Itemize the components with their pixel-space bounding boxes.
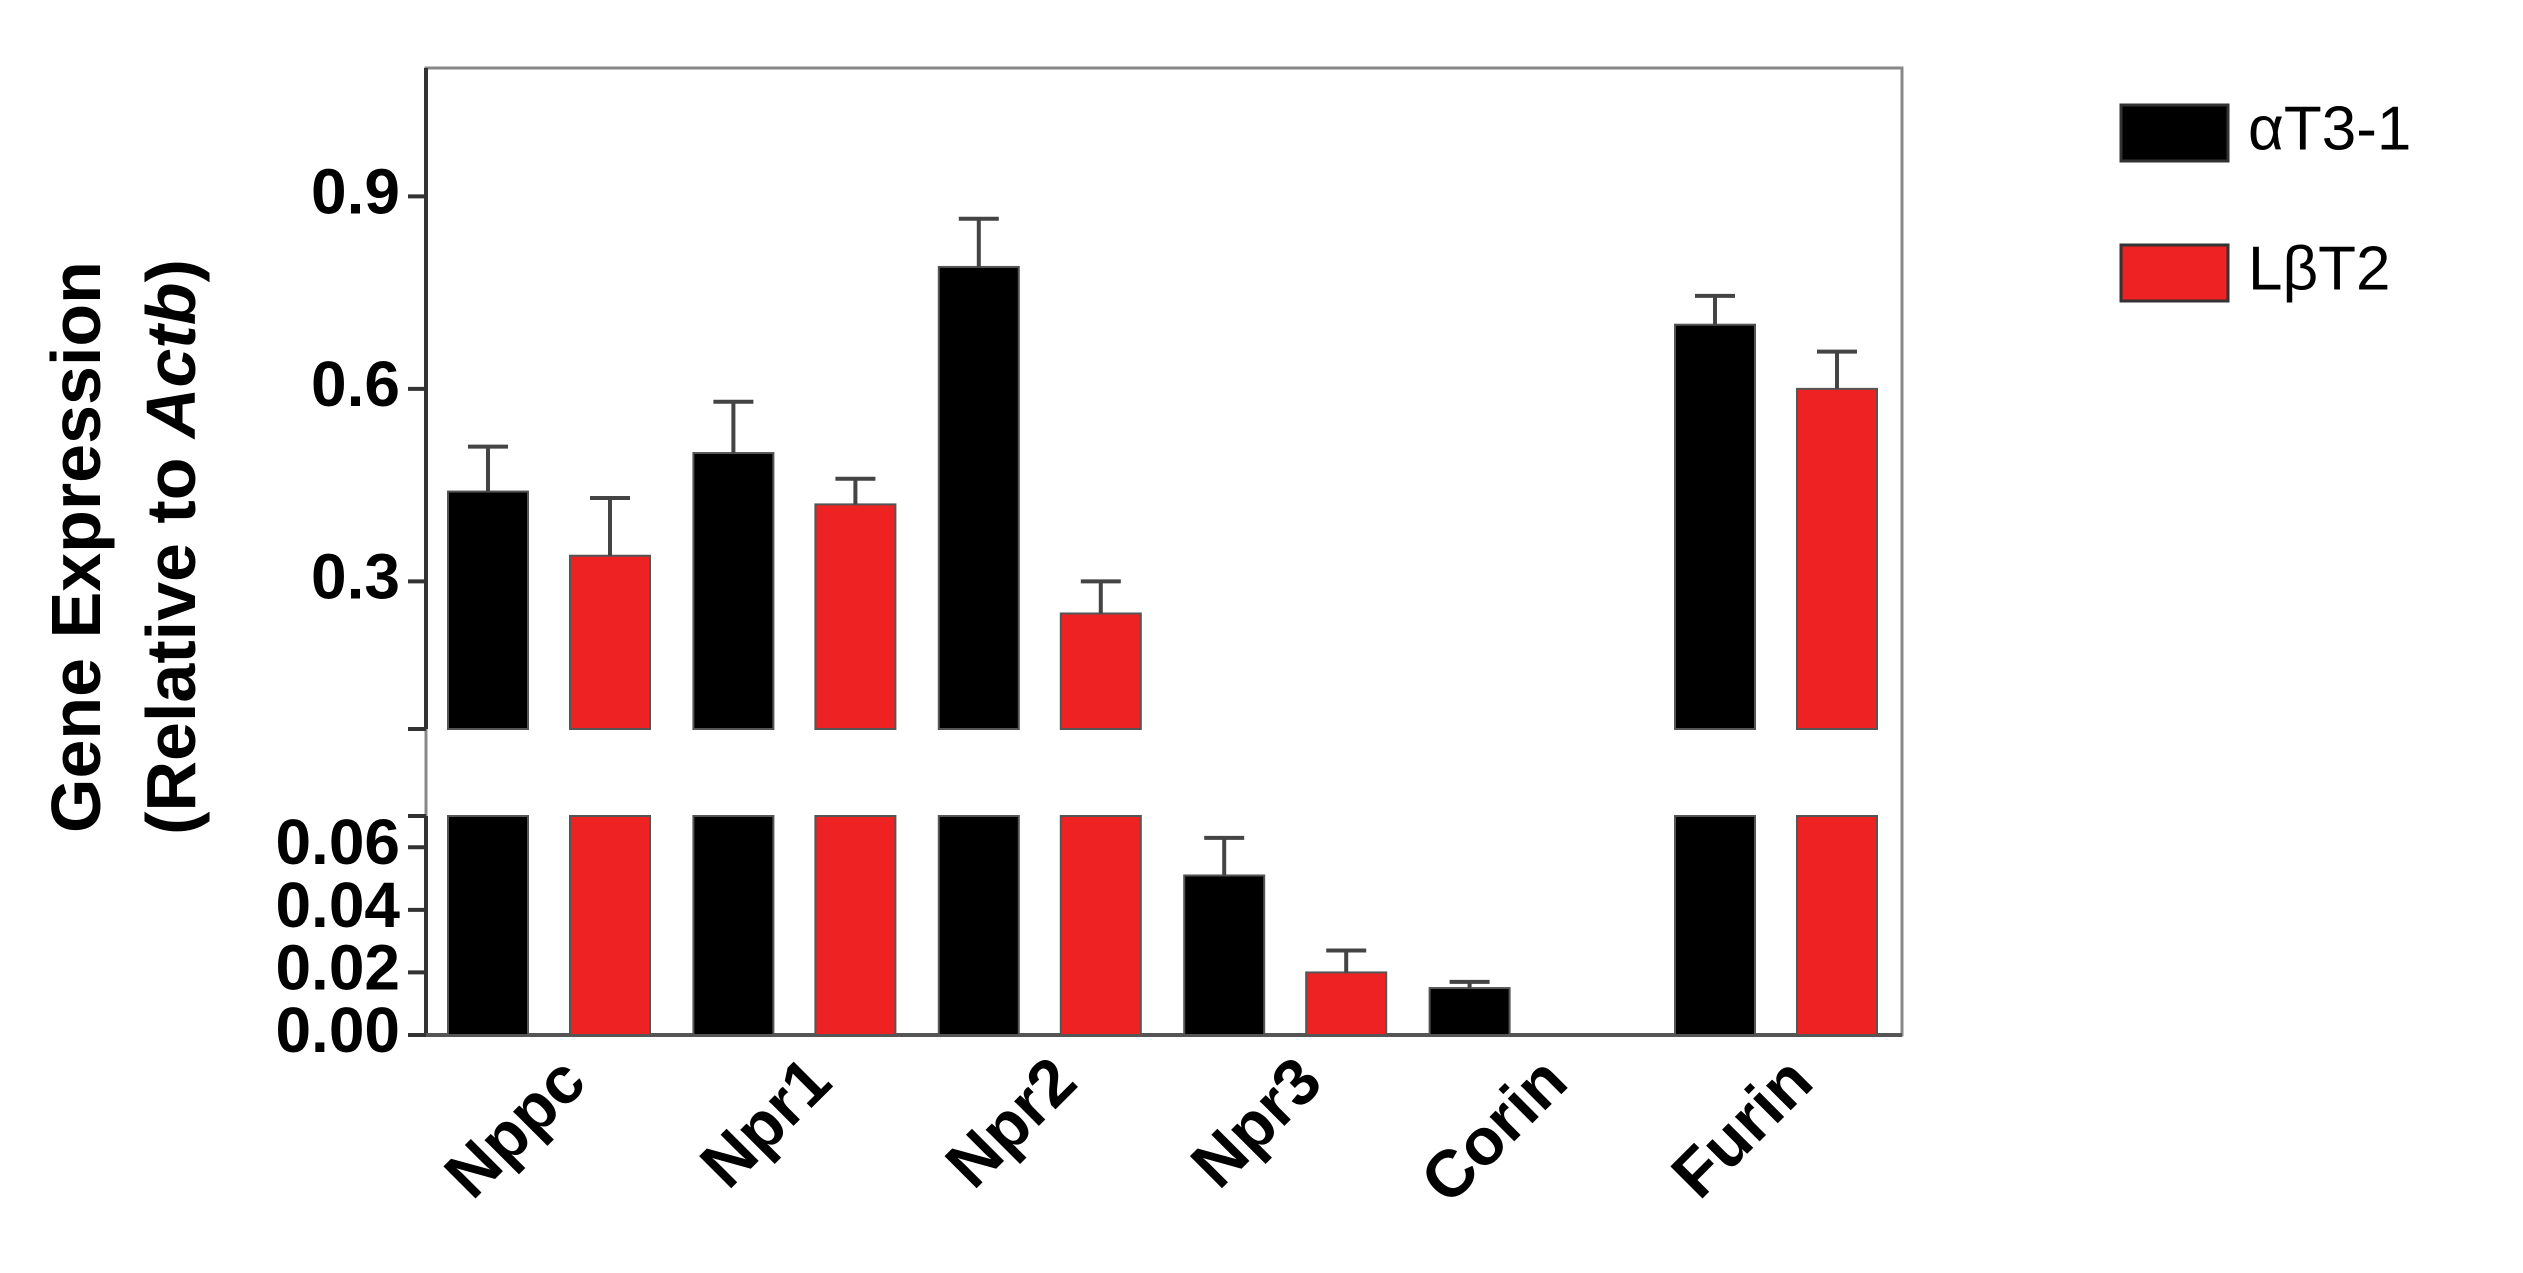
legend-label: αT3-1 [2248, 94, 2411, 163]
y-axis-label: Gene Expression [37, 261, 115, 833]
bar [569, 554, 651, 730]
x-tick-label: Npr2 [931, 1043, 1090, 1202]
bar [937, 815, 1020, 1036]
error-bar [1326, 948, 1367, 973]
y-label-part: ) [132, 259, 210, 282]
error-bar [468, 444, 508, 492]
error-bar [713, 399, 754, 454]
x-tick-label: Npr1 [686, 1043, 845, 1202]
bar [1059, 815, 1142, 1036]
error-bar [1695, 293, 1735, 325]
bar [1796, 815, 1878, 1036]
bar [1674, 323, 1756, 730]
y-label-line: Gene Expression [37, 261, 115, 833]
y-tick-label: 0.3 [311, 540, 400, 612]
bar [1428, 987, 1511, 1036]
x-tick-label: Furin [1657, 1043, 1826, 1212]
bar [814, 815, 897, 1036]
error-bar [1204, 835, 1245, 876]
bar [692, 815, 775, 1036]
y-tick-label: 0.9 [311, 155, 400, 227]
x-tick-label: Npr3 [1176, 1043, 1335, 1202]
error-bar [835, 476, 876, 505]
y-axis-label: (Relative to Actb) [132, 259, 210, 835]
legend-swatch [2119, 243, 2230, 303]
error-bar [1817, 349, 1857, 389]
y-tick-label: 0.06 [275, 806, 400, 878]
error-bar [1080, 579, 1121, 614]
legend-label: LβT2 [2248, 234, 2391, 303]
bar [1183, 874, 1266, 1037]
bar [814, 503, 897, 730]
error-bar [958, 216, 999, 267]
bar [692, 452, 775, 730]
bar [1796, 387, 1878, 730]
x-tick-label: Corin [1406, 1043, 1580, 1217]
bar [1674, 815, 1756, 1036]
bar [1059, 612, 1142, 730]
error-bar [590, 495, 630, 556]
bar [447, 490, 529, 731]
y-label-part: Actb [132, 282, 210, 440]
y-tick-label: 0.02 [275, 931, 400, 1003]
y-label-part: (Relative to [132, 438, 210, 835]
y-tick-label: 0.6 [311, 348, 400, 420]
bar [569, 815, 651, 1036]
bar [937, 265, 1020, 730]
bar [447, 815, 529, 1036]
y-tick-label: 0.04 [275, 869, 400, 941]
legend-swatch [2119, 103, 2230, 163]
bar [1305, 971, 1388, 1037]
y-tick-label: 0.00 [275, 994, 400, 1066]
error-bar [1449, 979, 1490, 989]
x-tick-label: Nppc [430, 1043, 599, 1212]
